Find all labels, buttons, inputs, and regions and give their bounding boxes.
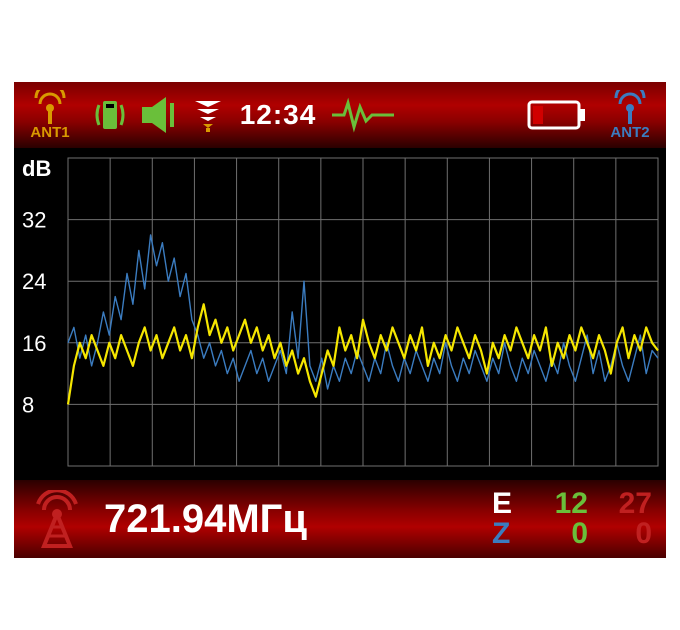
stat-e-label: E — [492, 489, 524, 519]
battery-icon — [522, 82, 594, 148]
speaker-icon — [136, 82, 188, 148]
antenna1-label: ANT1 — [30, 124, 69, 141]
stat-z-v1: 0 — [524, 519, 588, 549]
spectrum-chart: dB 8 16 24 32 — [14, 148, 666, 480]
antenna1-icon — [28, 90, 72, 126]
pulse-icon — [328, 82, 398, 148]
stats-panel: E 12 27 Z 0 0 — [492, 480, 652, 558]
svg-text:24: 24 — [22, 269, 46, 294]
svg-text:16: 16 — [22, 331, 46, 356]
svg-text:8: 8 — [22, 392, 34, 417]
svg-text:32: 32 — [22, 208, 46, 233]
antenna2-icon — [608, 90, 652, 126]
stat-e-v1: 12 — [524, 489, 588, 519]
stat-z-label: Z — [492, 519, 524, 549]
frequency-value: 721.94МГц — [104, 497, 307, 542]
stat-z-v2: 0 — [588, 519, 652, 549]
vibration-icon — [86, 82, 136, 148]
tower-icon — [28, 490, 86, 548]
svg-text:dB: dB — [22, 156, 51, 181]
antenna2-label: ANT2 — [610, 124, 649, 141]
antenna2-indicator: ANT2 — [594, 82, 666, 148]
top-bar: ANT1 — [14, 82, 666, 148]
signal-bars-icon — [188, 82, 228, 148]
antenna1-indicator: ANT1 — [14, 82, 86, 148]
bottom-bar: 721.94МГц E 12 27 Z 0 0 — [14, 480, 666, 558]
device-screen: ANT1 — [14, 82, 666, 558]
clock-label: 12:34 — [240, 99, 317, 131]
stat-e-v2: 27 — [588, 489, 652, 519]
